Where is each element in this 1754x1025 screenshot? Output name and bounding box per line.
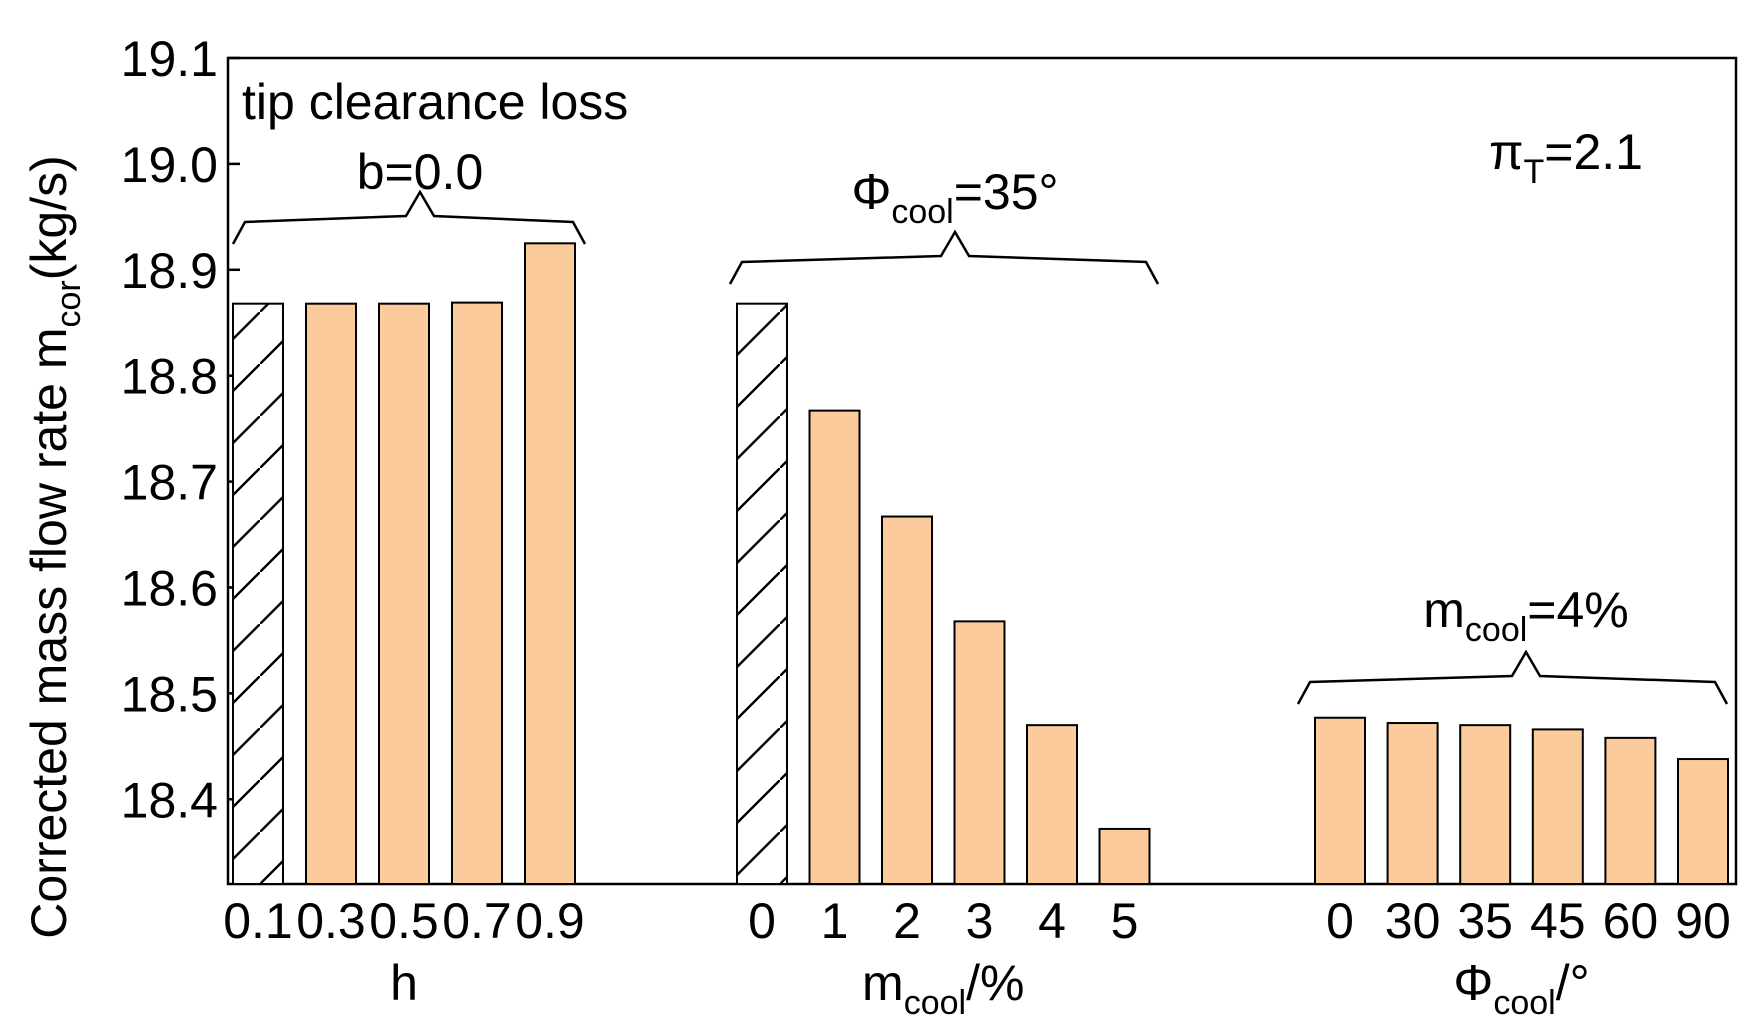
x-axis-title-main: h [390, 955, 418, 1011]
bracket-label-phicool: mcool=4% [1423, 582, 1629, 649]
annotation-tip-clearance-loss: tip clearance loss [242, 74, 628, 130]
group-brackets: b=0.0 Φcool=35°mcool=4% [231, 144, 1729, 705]
y-axis-title-sub: cor [50, 280, 88, 327]
x-axis-title-unit: /% [966, 955, 1024, 1011]
y-tick-label: 18.5 [121, 666, 218, 722]
x-tick-label-phicool: 35 [1457, 893, 1513, 949]
x-axis-title-sub: cool [1493, 984, 1555, 1022]
x-tick-label-phicool: 0 [1326, 893, 1354, 949]
bracket-label-sub: cool [1465, 611, 1527, 649]
bar-mcool-2 [881, 515, 933, 885]
bar-h-0.1 [232, 302, 284, 885]
annotation-pressure-ratio: πT=2.1 [1489, 124, 1643, 191]
bar-mcool-4 [1026, 724, 1078, 886]
y-tick-label: 19.0 [121, 137, 218, 193]
bar-h-0.3 [305, 302, 357, 885]
bar-h-0.9 [524, 242, 576, 886]
bar-phicool-45 [1531, 728, 1584, 886]
x-axis-title-unit: /° [1556, 955, 1590, 1011]
y-axis-ticks: 18.4 18.5 18.6 18.7 18.8 18.9 19.0 19.1 [121, 31, 240, 828]
bracket-label-mcool: Φcool=35° [851, 164, 1058, 231]
bracket-mcool [728, 229, 1160, 285]
x-tick-label-mcool: 3 [966, 893, 994, 949]
y-axis-title-main: Corrected mass flow rate m [21, 327, 77, 938]
y-axis-title: Corrected mass flow rate mcor(kg/s) [21, 155, 88, 939]
bars [232, 242, 1729, 886]
x-tick-label-phicool: 30 [1385, 893, 1441, 949]
x-axis-title-h: h [390, 955, 418, 1011]
x-tick-label-h: 0.5 [369, 893, 439, 949]
bar-mcool-5 [1098, 827, 1151, 886]
x-axis-title-phicool: Φcool/° [1453, 955, 1589, 1022]
x-axis-title-sub: cool [904, 984, 966, 1022]
x-tick-label-phicool: 60 [1603, 893, 1659, 949]
x-tick-label-h: 0.3 [296, 893, 366, 949]
bracket-label-rest: =35° [954, 164, 1059, 220]
x-tick-label-h: 0.9 [515, 893, 585, 949]
bracket-label-rest: =4% [1527, 582, 1628, 638]
bracket-label-h: b=0.0 [357, 144, 484, 200]
x-tick-label-phicool: 90 [1675, 893, 1731, 949]
y-tick-label: 19.1 [121, 31, 218, 87]
pressure-ratio-symbol: π [1489, 124, 1524, 180]
x-tick-label-mcool: 2 [893, 893, 921, 949]
x-tick-label-mcool: 1 [821, 893, 849, 949]
x-tick-label-h: 0.7 [442, 893, 512, 949]
pressure-ratio-value: =2.1 [1544, 124, 1643, 180]
bar-phicool-0 [1314, 716, 1366, 885]
bracket-label-main: m [1423, 582, 1465, 638]
x-tick-label-mcool: 0 [748, 893, 776, 949]
bracket-h [231, 189, 587, 245]
y-tick-label: 18.6 [121, 560, 218, 616]
y-tick-label: 18.7 [121, 455, 218, 511]
y-axis-title-unit: (kg/s) [21, 155, 77, 280]
bar-mcool-3 [953, 620, 1006, 885]
bar-h-0.7 [451, 301, 503, 886]
x-tick-label-phicool: 45 [1530, 893, 1586, 949]
x-axis-title-main: Φ [1453, 955, 1493, 1011]
x-tick-label-mcool: 5 [1111, 893, 1139, 949]
bar-phicool-90 [1677, 758, 1729, 885]
bracket-phicool [1296, 649, 1729, 705]
y-tick-label: 18.4 [121, 772, 218, 828]
x-axis-title-main: m [862, 955, 904, 1011]
pressure-ratio-sub: T [1524, 153, 1545, 191]
bar-mcool-1 [808, 409, 861, 885]
bar-mcool-0 [736, 302, 788, 885]
bracket-label-main: Φ [851, 164, 891, 220]
bar-h-0.5 [378, 302, 430, 885]
x-axis-title-mcool: mcool/% [862, 955, 1024, 1022]
y-tick-label: 18.9 [121, 243, 218, 299]
bar-phicool-60 [1604, 736, 1657, 885]
bracket-label-main: b=0.0 [357, 144, 484, 200]
bar-phicool-30 [1386, 722, 1439, 885]
x-tick-label-mcool: 4 [1038, 893, 1066, 949]
x-tick-label-h: 0.1 [223, 893, 293, 949]
y-tick-label: 18.8 [121, 349, 218, 405]
bracket-label-sub: cool [891, 193, 953, 231]
bar-phicool-35 [1459, 724, 1512, 886]
